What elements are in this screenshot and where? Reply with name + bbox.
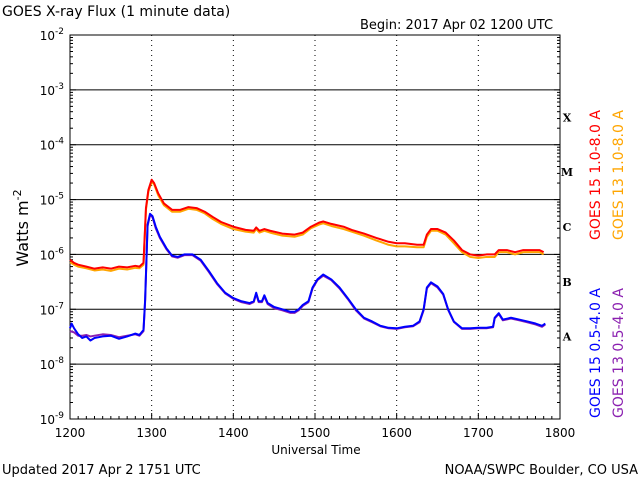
updated-timestamp: Updated 2017 Apr 2 1751 UTC (2, 463, 201, 478)
flare-class-m: M (561, 166, 573, 179)
x-axis-title: Universal Time (271, 443, 360, 457)
x-axis: 1200 1300 1400 1500 1600 1700 1800 (55, 413, 576, 440)
y-tick-label: 10-9 (40, 411, 65, 427)
x-tick-label: 1800 (545, 426, 576, 440)
x-tick-label: 1300 (136, 426, 167, 440)
y-tick-label: 10-7 (40, 301, 64, 317)
grid-layer (70, 35, 560, 419)
series-line-goes-15-1-0-8-0-a (69, 178, 545, 270)
y-tick-label: 10-6 (40, 246, 65, 262)
x-tick-label: 1200 (55, 426, 86, 440)
y-tick-label: 10-5 (40, 192, 64, 208)
begin-time-label: Begin: 2017 Apr 02 1200 UTC (360, 18, 553, 33)
y-tick-label: 10-3 (40, 82, 64, 98)
flare-class-labels: X M C B A (561, 111, 573, 343)
y-tick-label: 10-4 (40, 137, 65, 153)
x-tick-label: 1700 (463, 426, 494, 440)
series-layer (69, 178, 546, 342)
x-tick-label: 1500 (300, 426, 331, 440)
x-tick-label: 1400 (218, 426, 249, 440)
legend-goes13-long: GOES 13 1.0-8.0 A (611, 110, 627, 240)
credit-label: NOAA/SWPC Boulder, CO USA (445, 463, 638, 478)
y-axis: 10-2 10-3 10-4 10-5 10-6 10-7 10-8 10-9 (40, 27, 560, 427)
y-axis-title: Watts m-2 (11, 189, 32, 266)
x-tick-label: 1600 (381, 426, 412, 440)
flare-class-b: B (562, 276, 571, 289)
flare-class-x: X (563, 111, 572, 124)
series-line-goes-13-1-0-8-0-a (69, 180, 545, 272)
legend-goes15-short: GOES 15 0.5-4.0 A (588, 288, 604, 418)
legend-goes13-short: GOES 13 0.5-4.0 A (611, 288, 627, 418)
chart-title: GOES X-ray Flux (1 minute data) (2, 4, 230, 20)
flare-class-c: C (563, 221, 572, 234)
legend-goes15-long: GOES 15 1.0-8.0 A (588, 110, 604, 240)
flare-class-a: A (562, 331, 572, 344)
y-tick-label: 10-8 (40, 356, 65, 372)
series-line-goes-15-0-5-4-0-a (69, 212, 546, 342)
y-tick-label: 10-2 (40, 27, 64, 43)
